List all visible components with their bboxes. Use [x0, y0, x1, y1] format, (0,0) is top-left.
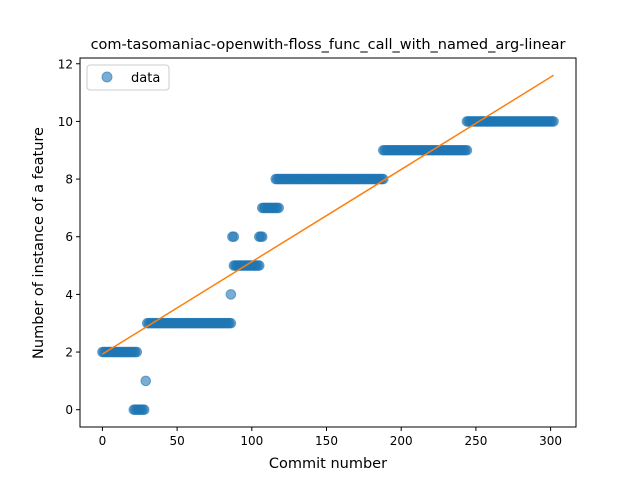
x-tick-label: 100 — [240, 434, 263, 448]
y-tick-label: 2 — [65, 346, 73, 360]
data-point — [461, 144, 473, 156]
data-point — [138, 404, 150, 416]
legend-label-data: data — [131, 71, 160, 86]
fit-line — [102, 74, 554, 355]
x-axis-label: Commit number — [269, 456, 387, 472]
data-point — [131, 346, 143, 358]
data-point — [253, 260, 265, 271]
data-point — [548, 116, 559, 127]
data-point — [225, 289, 237, 300]
x-tick-label: 0 — [99, 434, 107, 448]
chart-title: com-tasomaniac-openwith-floss_func_call_… — [91, 37, 566, 53]
y-tick-label: 4 — [65, 288, 73, 302]
x-tick-label: 250 — [464, 434, 487, 448]
data-point — [228, 231, 240, 243]
x-tick-label: 300 — [539, 434, 562, 448]
y-tick-label: 8 — [65, 173, 73, 187]
data-point — [273, 202, 284, 214]
y-tick-label: 6 — [65, 230, 73, 244]
y-axis-ticks: 0 2 4 6 8 10 12 — [58, 57, 80, 417]
legend: data — [86, 64, 170, 91]
data-point — [256, 231, 268, 243]
x-tick-label: 200 — [390, 434, 413, 448]
data-point — [140, 375, 152, 387]
x-tick-label: 150 — [315, 434, 338, 448]
legend-box — [86, 64, 170, 91]
y-tick-label: 0 — [65, 403, 73, 417]
y-tick-label: 10 — [58, 115, 73, 129]
y-tick-label: 12 — [58, 57, 73, 71]
x-axis-ticks: 0 50 100 150 200 250 300 — [99, 427, 562, 448]
data-point — [225, 317, 237, 329]
legend-marker — [101, 71, 113, 83]
y-axis-label: Number of instance of a feature — [31, 127, 47, 359]
axes-frame — [79, 57, 577, 428]
x-tick-label: 50 — [169, 434, 184, 448]
plot-area — [97, 74, 559, 416]
